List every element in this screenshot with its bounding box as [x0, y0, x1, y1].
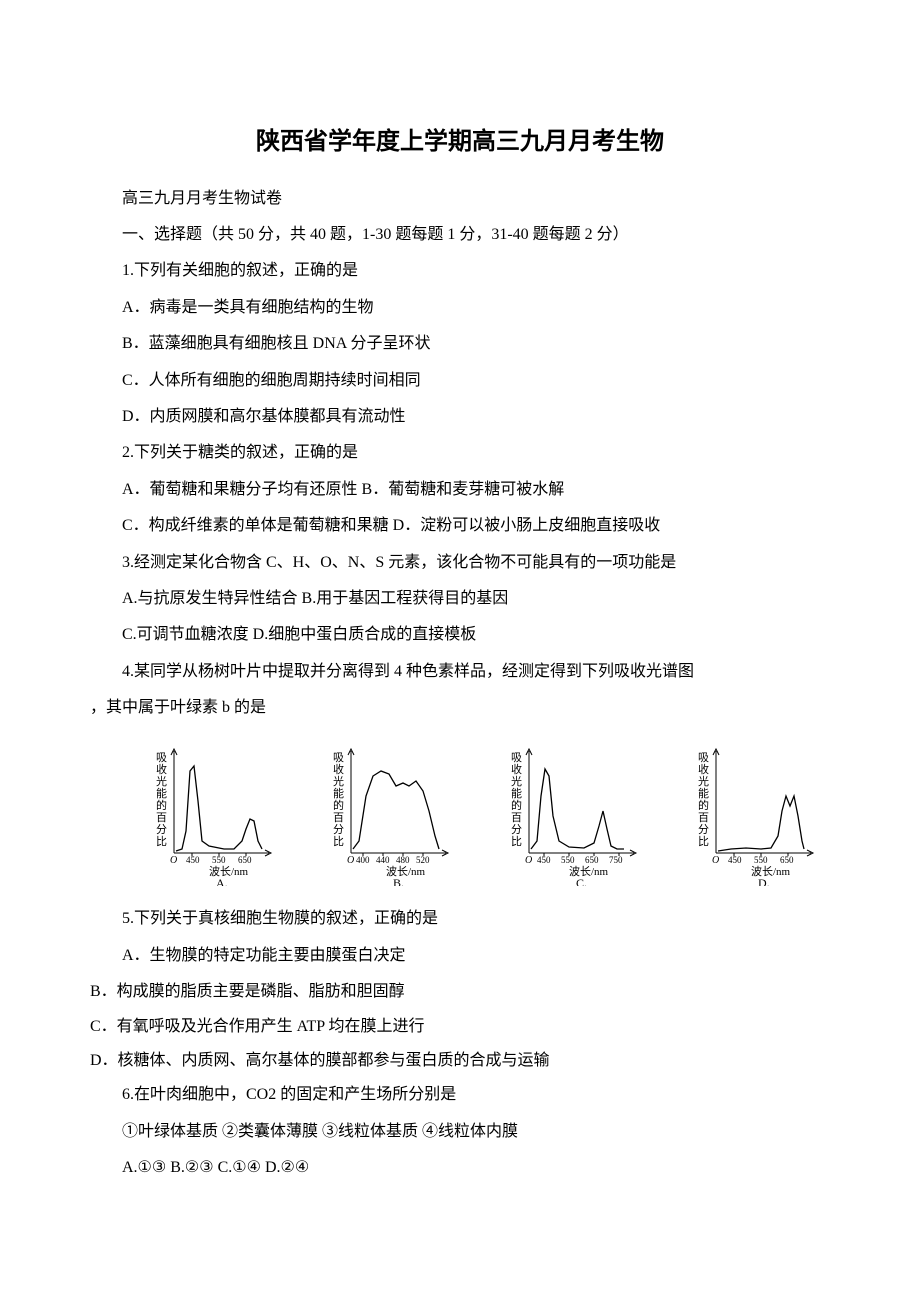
chart-d-tick2: 550: [754, 855, 768, 865]
q2-stem: 2.下列关于糖类的叙述，正确的是: [90, 438, 830, 468]
svg-text:收: 收: [511, 762, 522, 776]
q5-option-c: C．有氧呼吸及光合作用产生 ATP 均在膜上进行: [90, 1012, 830, 1042]
svg-text:光: 光: [333, 774, 344, 788]
chart-c: 吸 收 光 能 的 百 分 比 O 450 550 650 750 波长/n: [489, 741, 639, 886]
q2-option-cd: C．构成纤维素的单体是葡萄糖和果糖 D．淀粉可以被小肠上皮细胞直接吸收: [90, 511, 830, 541]
q5-stem: 5.下列关于真核细胞生物膜的叙述，正确的是: [90, 904, 830, 934]
chart-b-curve: [353, 771, 439, 849]
svg-text:收: 收: [333, 762, 344, 776]
svg-text:O: O: [525, 855, 532, 866]
svg-text:收: 收: [156, 762, 167, 776]
chart-c-tick2: 550: [561, 855, 575, 865]
chart-a-ylabel-char: 吸: [156, 752, 167, 764]
section-header: 一、选择题（共 50 分，共 40 题，1-30 题每题 1 分，31-40 题…: [90, 220, 830, 250]
svg-text:吸: 吸: [511, 752, 522, 764]
svg-text:分: 分: [511, 823, 522, 836]
svg-text:百: 百: [511, 812, 522, 824]
svg-text:能: 能: [698, 786, 709, 800]
q3-option-cd: C.可调节血糖浓度 D.细胞中蛋白质合成的直接模板: [90, 620, 830, 650]
page-title: 陕西省学年度上学期高三九月月考生物: [90, 120, 830, 166]
svg-text:分: 分: [333, 823, 344, 836]
q5-option-a: A．生物膜的特定功能主要由膜蛋白决定: [90, 941, 830, 971]
chart-c-curve: [531, 769, 624, 849]
q5-option-b: B．构成膜的脂质主要是磷脂、脂肪和胆固醇: [90, 977, 830, 1007]
chart-b-svg: 吸 收 光 能 的 百 分 比 O 400 440 480 520 波长/n: [311, 741, 451, 886]
svg-text:百: 百: [698, 812, 709, 824]
chart-a-tick2: 550: [212, 855, 226, 865]
svg-text:的: 的: [698, 798, 709, 812]
q5-option-d: D．核糖体、内质网、高尔基体的膜部都参与蛋白质的合成与运输: [90, 1046, 830, 1076]
chart-b: 吸 收 光 能 的 百 分 比 O 400 440 480 520 波长/n: [311, 741, 451, 886]
q1-stem: 1.下列有关细胞的叙述，正确的是: [90, 256, 830, 286]
svg-text:O: O: [712, 855, 719, 866]
chart-c-xlabel: 波长/nm: [569, 865, 609, 878]
chart-c-tick4: 750: [609, 855, 623, 865]
chart-a-curve: [176, 766, 262, 851]
chart-a-tick3: 650: [238, 855, 252, 865]
chart-b-tick4: 520: [416, 855, 430, 865]
chart-d-svg: 吸 收 光 能 的 百 分 比 O 450 550 650 波长/nm D.: [676, 741, 816, 886]
chart-a-tick1: 450: [186, 855, 200, 865]
svg-text:的: 的: [156, 798, 167, 812]
q1-option-c: C．人体所有细胞的细胞周期持续时间相同: [90, 366, 830, 396]
svg-text:的: 的: [511, 798, 522, 812]
chart-d-label: D.: [758, 876, 770, 886]
chart-d-tick3: 650: [780, 855, 794, 865]
svg-text:吸: 吸: [333, 752, 344, 764]
chart-d: 吸 收 光 能 的 百 分 比 O 450 550 650 波长/nm D.: [676, 741, 816, 886]
chart-b-tick2: 440: [376, 855, 390, 865]
svg-text:能: 能: [333, 786, 344, 800]
q1-option-b: B．蓝藻细胞具有细胞核且 DNA 分子呈环状: [90, 329, 830, 359]
q6-options: A.①③ B.②③ C.①④ D.②④: [90, 1153, 830, 1183]
q3-option-ab: A.与抗原发生特异性结合 B.用于基因工程获得目的基因: [90, 584, 830, 614]
exam-subtitle: 高三九月月考生物试卷: [90, 184, 830, 214]
q4-stem-line2: ，其中属于叶绿素 b 的是: [90, 693, 830, 723]
q1-option-a: A．病毒是一类具有细胞结构的生物: [90, 293, 830, 323]
chart-a-svg: 吸 收 光 能 的 百 分 比 O 450 550 650 波长/nm A.: [134, 741, 274, 886]
chart-c-tick3: 650: [585, 855, 599, 865]
chart-b-label: B.: [393, 876, 404, 886]
chart-c-svg: 吸 收 光 能 的 百 分 比 O 450 550 650 750 波长/n: [489, 741, 639, 886]
q6-stem: 6.在叶肉细胞中，CO2 的固定和产生场所分别是: [90, 1080, 830, 1110]
svg-text:分: 分: [698, 823, 709, 836]
chart-d-tick1: 450: [728, 855, 742, 865]
chart-a-origin: O: [170, 855, 177, 866]
q1-option-d: D．内质网膜和高尔基体膜都具有流动性: [90, 402, 830, 432]
svg-text:能: 能: [156, 786, 167, 800]
chart-b-tick3: 480: [396, 855, 410, 865]
svg-text:分: 分: [156, 823, 167, 836]
svg-text:比: 比: [333, 835, 344, 848]
q3-stem: 3.经测定某化合物含 C、H、O、N、S 元素，该化合物不可能具有的一项功能是: [90, 548, 830, 578]
chart-a-label: A.: [216, 876, 228, 886]
svg-text:比: 比: [511, 835, 522, 848]
svg-text:能: 能: [511, 786, 522, 800]
svg-text:百: 百: [333, 812, 344, 824]
svg-text:O: O: [347, 855, 354, 866]
chart-c-tick1: 450: [537, 855, 551, 865]
q6-line2: ①叶绿体基质 ②类囊体薄膜 ③线粒体基质 ④线粒体内膜: [90, 1117, 830, 1147]
q4-stem-line1: 4.某同学从杨树叶片中提取并分离得到 4 种色素样品，经测定得到下列吸收光谱图: [90, 657, 830, 687]
svg-text:比: 比: [156, 835, 167, 848]
chart-b-tick1: 400: [356, 855, 370, 865]
chart-b-xlabel: 波长/nm: [386, 865, 426, 878]
chart-c-label: C.: [576, 876, 587, 886]
svg-text:的: 的: [333, 798, 344, 812]
svg-text:百: 百: [156, 812, 167, 824]
svg-text:吸: 吸: [698, 752, 709, 764]
svg-text:收: 收: [698, 762, 709, 776]
q2-option-ab: A．葡萄糖和果糖分子均有还原性 B．葡萄糖和麦芽糖可被水解: [90, 475, 830, 505]
chart-d-xlabel: 波长/nm: [751, 865, 791, 878]
svg-text:光: 光: [698, 774, 709, 788]
chart-a: 吸 收 光 能 的 百 分 比 O 450 550 650 波长/nm A.: [134, 741, 274, 886]
svg-text:比: 比: [698, 835, 709, 848]
chart-d-curve: [718, 796, 804, 851]
chart-a-xlabel: 波长/nm: [209, 865, 249, 878]
svg-text:光: 光: [156, 774, 167, 788]
svg-text:光: 光: [511, 774, 522, 788]
q4-charts: 吸 收 光 能 的 百 分 比 O 450 550 650 波长/nm A.: [120, 741, 830, 886]
